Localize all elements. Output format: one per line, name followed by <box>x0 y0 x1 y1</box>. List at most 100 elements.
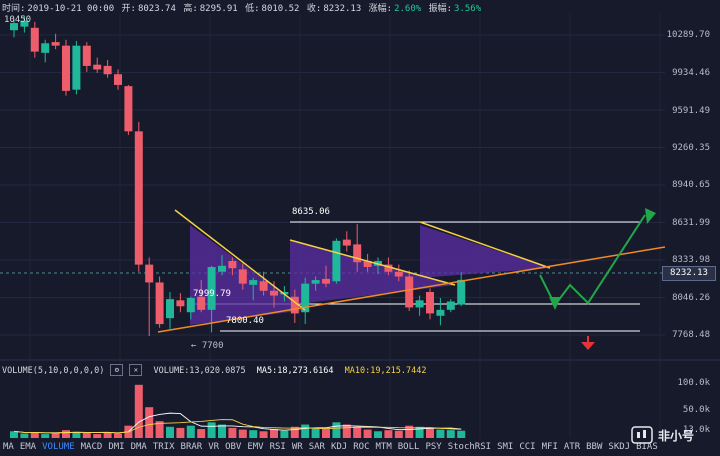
volume-axis-tick: 50.0k <box>682 405 710 415</box>
candle-body <box>332 240 341 282</box>
max-price-label: 10450 <box>4 15 32 25</box>
candle-body <box>51 42 60 46</box>
candle-body <box>145 264 154 283</box>
candle-body <box>176 300 185 307</box>
triangle-pattern <box>190 225 305 325</box>
candle-body <box>197 296 206 310</box>
tab-volume[interactable]: VOLUME <box>42 442 75 452</box>
tab-emv[interactable]: EMV <box>247 442 264 452</box>
tab-dma[interactable]: DMA <box>130 442 147 452</box>
tab-smi[interactable]: SMI <box>497 442 514 452</box>
open-value: 8023.74 <box>137 4 176 14</box>
volume-bar <box>457 430 466 438</box>
volume-bar <box>311 427 320 438</box>
volume-bar <box>280 430 289 438</box>
candle-body <box>82 45 91 66</box>
volume-ma10: MA10:19,215.7442 <box>344 365 427 376</box>
tab-kdj[interactable]: KDJ <box>330 442 348 452</box>
tab-skdj[interactable]: SKDJ <box>608 442 631 452</box>
amplitude-value: 3.56% <box>454 4 482 14</box>
volume-bar <box>290 426 299 438</box>
price-axis-tick: 10289.70 <box>666 30 710 40</box>
volume-bar <box>207 422 216 438</box>
volume-bar <box>259 431 268 438</box>
tab-atr[interactable]: ATR <box>563 442 581 452</box>
volume-bar <box>270 429 278 438</box>
volume-bar <box>322 429 330 438</box>
candle-body <box>394 271 403 277</box>
volume-bar <box>186 425 195 438</box>
volume-bar <box>249 430 258 438</box>
candle-body <box>415 300 424 308</box>
trendline <box>419 221 551 269</box>
tab-sar[interactable]: SAR <box>308 442 325 452</box>
level-high-label: 8635.06 <box>292 207 330 217</box>
volume-bar <box>384 430 393 438</box>
volume-bar <box>415 426 424 438</box>
settings-icon[interactable]: ⚙ <box>110 364 124 376</box>
candle-body <box>218 265 226 272</box>
projection-path <box>539 214 646 307</box>
close-icon[interactable]: ✕ <box>129 364 143 376</box>
level-low-label: 7800.40 <box>226 316 264 326</box>
volume-bar <box>134 384 143 438</box>
volume-bar <box>436 429 445 438</box>
tab-ma[interactable]: MA <box>3 442 14 452</box>
volume-bar <box>10 431 18 438</box>
tab-dmi[interactable]: DMI <box>108 442 125 452</box>
volume-bar <box>238 429 247 438</box>
candle-body <box>259 281 268 291</box>
volume-bar <box>342 424 351 438</box>
tab-mfi[interactable]: MFI <box>541 442 558 452</box>
tab-mtm[interactable]: MTM <box>375 442 392 452</box>
tab-trix[interactable]: TRIX <box>152 442 175 452</box>
candle-body <box>384 264 393 272</box>
tab-bbw[interactable]: BBW <box>586 442 603 452</box>
tab-wr[interactable]: WR <box>291 442 303 452</box>
volume-bar <box>51 432 60 438</box>
volume-bar <box>155 421 164 438</box>
candle-body <box>72 45 81 90</box>
price-axis-tick: 9591.49 <box>672 106 710 116</box>
candle-body <box>62 45 70 91</box>
tab-ema[interactable]: EMA <box>19 442 37 452</box>
volume-bar <box>301 424 310 438</box>
candle-body <box>280 291 289 295</box>
volume-bar <box>30 432 39 438</box>
tab-cci[interactable]: CCI <box>519 442 536 452</box>
tab-bias[interactable]: BIAS <box>636 442 658 452</box>
tab-macd[interactable]: MACD <box>80 442 103 452</box>
price-axis-tick: 7768.48 <box>672 330 710 340</box>
tab-psy[interactable]: PSY <box>425 442 442 452</box>
tab-rsi[interactable]: RSI <box>269 442 286 452</box>
volume-ma5-line <box>13 412 462 434</box>
volume-bar <box>446 430 455 438</box>
volume-bar <box>114 433 122 438</box>
tab-vr[interactable]: VR <box>208 442 220 452</box>
volume-bar <box>405 425 414 438</box>
rising-trendline <box>157 246 666 333</box>
price-axis-tick: 9934.46 <box>672 68 710 78</box>
candle-body <box>166 299 174 319</box>
volume-bar <box>62 430 70 438</box>
tab-boll[interactable]: BOLL <box>397 442 420 452</box>
volume-bar <box>228 427 237 438</box>
tab-roc[interactable]: ROC <box>353 442 370 452</box>
price-axis-tick: 8631.99 <box>672 218 710 228</box>
volume-bar <box>374 431 382 438</box>
trendline <box>289 239 456 286</box>
candle-body <box>30 27 39 52</box>
volume-bar <box>176 427 185 438</box>
volume-ma10-line <box>13 419 462 434</box>
change-label: 涨幅: <box>368 4 393 14</box>
tab-obv[interactable]: OBV <box>225 442 242 452</box>
low-marker-label: ← 7700 <box>191 341 224 351</box>
tab-stochrsi[interactable]: StochRSI <box>447 442 492 452</box>
candle-body <box>238 269 247 284</box>
volume-bar <box>363 429 372 438</box>
candle-body <box>228 261 237 269</box>
open-label: 开: <box>121 4 136 14</box>
tab-brar[interactable]: BRAR <box>180 442 203 452</box>
logo-text: 非小号 <box>658 429 695 443</box>
